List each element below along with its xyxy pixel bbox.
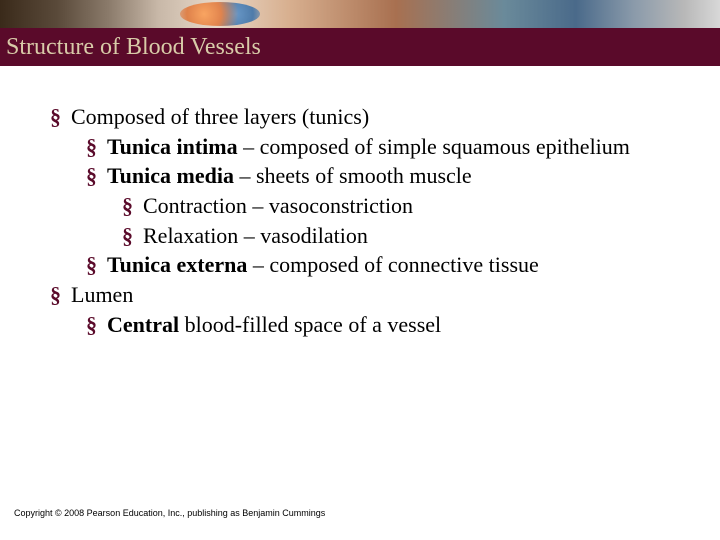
bullet-glyph: § xyxy=(50,102,71,132)
bullet-glyph: § xyxy=(50,280,71,310)
bullet-text: Central blood-filled space of a vessel xyxy=(107,310,700,340)
bullet-text: Tunica externa – composed of connective … xyxy=(107,250,700,280)
bullet-text: Contraction – vasoconstriction xyxy=(143,191,700,221)
bullet-level1: § Lumen xyxy=(50,280,700,310)
bullet-glyph: § xyxy=(122,191,143,221)
title-bar: Structure of Blood Vessels xyxy=(0,28,720,66)
bullet-text: Lumen xyxy=(71,280,700,310)
bullet-glyph: § xyxy=(86,161,107,191)
bullet-level1: § Composed of three layers (tunics) xyxy=(50,102,700,132)
slide-title: Structure of Blood Vessels xyxy=(6,34,261,61)
term-desc: – sheets of smooth muscle xyxy=(234,163,472,188)
term-desc: blood-filled space of a vessel xyxy=(179,312,441,337)
bullet-text: Composed of three layers (tunics) xyxy=(71,102,700,132)
term-desc: – composed of connective tissue xyxy=(247,252,538,277)
bullet-level2: § Central blood-filled space of a vessel xyxy=(86,310,700,340)
bullet-text: Relaxation – vasodilation xyxy=(143,221,700,251)
copyright-notice: Copyright © 2008 Pearson Education, Inc.… xyxy=(14,508,325,518)
bullet-text: Tunica media – sheets of smooth muscle xyxy=(107,161,700,191)
bold-term: Tunica externa xyxy=(107,252,247,277)
bullet-level3: § Relaxation – vasodilation xyxy=(122,221,700,251)
bullet-glyph: § xyxy=(86,310,107,340)
term-desc: – composed of simple squamous epithelium xyxy=(238,134,630,159)
bullet-glyph: § xyxy=(122,221,143,251)
header-image-banner xyxy=(0,0,720,28)
bullet-glyph: § xyxy=(86,132,107,162)
bullet-level2: § Tunica media – sheets of smooth muscle xyxy=(86,161,700,191)
content-area: § Composed of three layers (tunics) § Tu… xyxy=(0,66,720,340)
bullet-glyph: § xyxy=(86,250,107,280)
bullet-text: Tunica intima – composed of simple squam… xyxy=(107,132,700,162)
bullet-level3: § Contraction – vasoconstriction xyxy=(122,191,700,221)
bullet-level2: § Tunica intima – composed of simple squ… xyxy=(86,132,700,162)
bullet-level2: § Tunica externa – composed of connectiv… xyxy=(86,250,700,280)
bold-term: Tunica media xyxy=(107,163,234,188)
bold-term: Tunica intima xyxy=(107,134,238,159)
bold-term: Central xyxy=(107,312,179,337)
